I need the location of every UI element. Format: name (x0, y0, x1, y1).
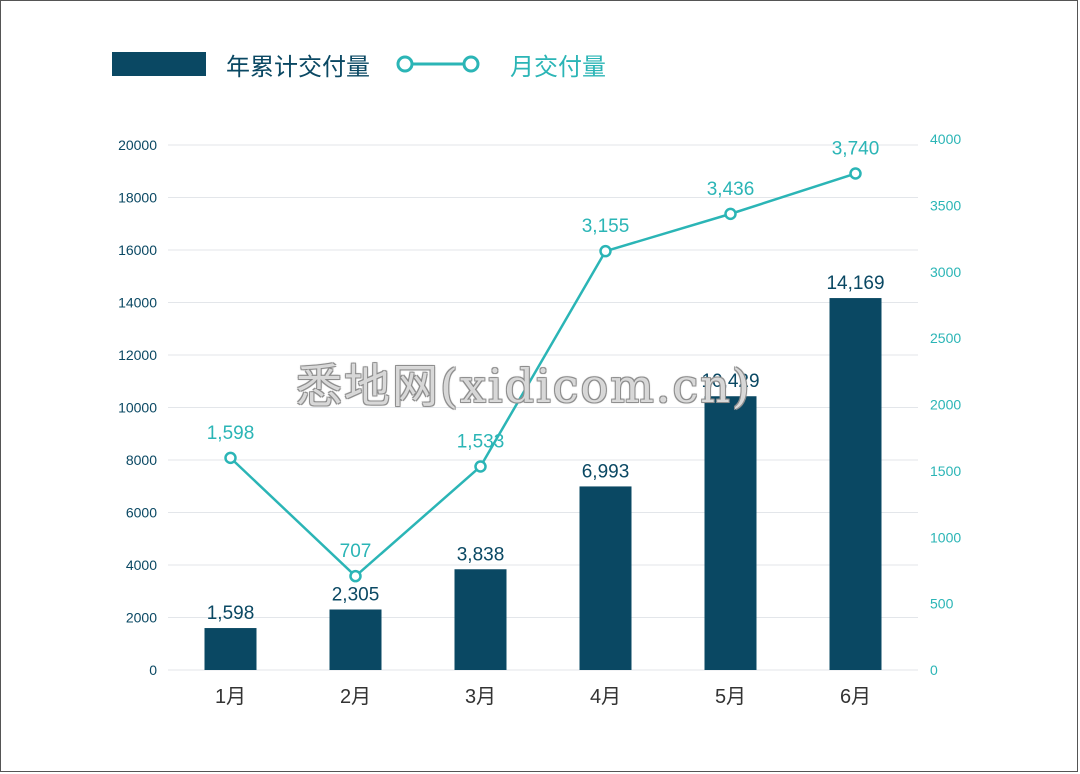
bar-data-label: 14,169 (826, 273, 884, 294)
line-point (724, 207, 737, 221)
left-axis-tick-label: 16000 (118, 242, 157, 258)
line-data-label: 1,598 (207, 423, 255, 444)
watermark-text: 悉地网(xidicom.cn) (296, 359, 752, 413)
line-point (849, 167, 862, 180)
bar-data-label: 3,838 (457, 544, 505, 565)
line-data-label: 3,436 (707, 179, 755, 200)
bar-data-label: 6,993 (582, 461, 630, 482)
left-axis-tick-label: 8000 (126, 452, 157, 468)
line-data-label: 3,155 (582, 216, 630, 237)
bar-data-label: 2,305 (332, 584, 380, 605)
left-axis-tick-label: 12000 (118, 347, 157, 363)
left-axis-tick-label: 14000 (118, 295, 157, 311)
right-axis-tick-label: 4000 (930, 131, 961, 147)
legend-bar-swatch (112, 52, 206, 76)
left-axis-tick-label: 6000 (126, 505, 157, 521)
line-series (229, 172, 856, 578)
line-data-label: 1,533 (457, 431, 505, 452)
right-axis-tick-label: 2500 (930, 330, 961, 346)
line-point (474, 460, 487, 473)
left-axis-tick-label: 20000 (118, 137, 157, 153)
bar (829, 298, 882, 670)
line-point (224, 451, 237, 465)
chart-legend: 年累计交付量 月交付量 (112, 46, 606, 82)
x-axis-tick-label: 3月 (465, 686, 496, 708)
legend-line-label: 月交付量 (510, 52, 606, 81)
bar (704, 396, 757, 670)
line-data-label: 707 (340, 541, 372, 562)
x-axis-tick-label: 6月 (840, 686, 871, 708)
right-axis-tick-label: 2000 (930, 397, 961, 413)
legend-line-swatch (396, 52, 480, 76)
legend-bar-label: 年累计交付量 (226, 52, 370, 81)
right-axis-tick-label: 500 (930, 596, 954, 612)
right-axis-tick-label: 1000 (930, 529, 961, 545)
left-axis-tick-label: 2000 (126, 610, 157, 626)
bar-data-label: 10,429 (701, 371, 759, 392)
right-axis-tick-label: 1500 (930, 463, 961, 479)
bar (329, 609, 382, 670)
bar-data-label: 1,598 (207, 603, 255, 624)
right-axis-tick-label: 0 (930, 662, 938, 678)
left-axis-tick-label: 10000 (118, 400, 157, 416)
line-point (599, 244, 612, 258)
x-axis-tick-label: 4月 (590, 686, 621, 708)
x-axis-tick-label: 5月 (715, 686, 746, 708)
line-point (349, 569, 362, 583)
left-axis-tick-label: 18000 (118, 190, 157, 206)
x-axis-tick-label: 1月 (215, 686, 246, 708)
right-axis-tick-label: 3000 (930, 264, 961, 280)
left-axis-tick-label: 4000 (126, 557, 157, 573)
right-axis-tick-label: 3500 (930, 197, 961, 213)
bar (579, 486, 632, 670)
bar (454, 569, 507, 670)
line-data-label: 3,740 (832, 139, 880, 160)
x-axis-tick-label: 2月 (340, 686, 371, 708)
bar (204, 628, 257, 670)
left-axis-tick-label: 0 (149, 662, 157, 678)
